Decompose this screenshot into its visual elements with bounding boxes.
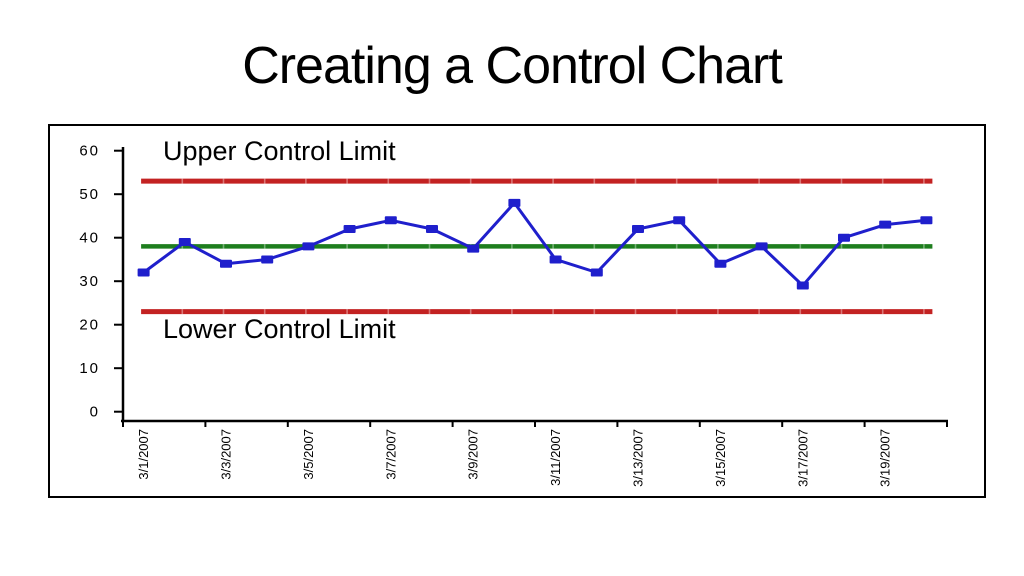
y-axis-tick-label: 20 — [79, 317, 100, 334]
data-point-marker — [755, 242, 768, 251]
data-point-marker — [549, 255, 562, 264]
control-chart-frame: 0 10 20 30 40 50 60 3/1/2007 3/3/2007 3/5/2007 3/7… — [48, 124, 986, 498]
data-point-marker — [838, 233, 850, 242]
data-point-marker — [343, 225, 356, 233]
data-point-marker — [220, 259, 232, 268]
slide-title: Creating a Control Chart — [242, 37, 783, 95]
y-axis-tick-label: 10 — [79, 360, 100, 377]
data-point-marker — [714, 259, 727, 268]
data-point-marker — [178, 238, 191, 247]
x-axis-date-label: 3/3/2007 — [219, 429, 234, 480]
lower-control-limit-label: Lower Control Limit — [163, 314, 396, 344]
data-point-marker — [879, 220, 892, 229]
data-point-marker — [302, 242, 315, 251]
x-axis-date-label: 3/13/2007 — [631, 429, 646, 487]
x-axis-date-label: 3/15/2007 — [713, 429, 728, 487]
x-axis-date-label: 3/19/2007 — [878, 429, 893, 487]
data-point-marker — [796, 281, 809, 290]
y-axis-tick-label: 60 — [79, 143, 100, 160]
data-point-marker — [137, 268, 150, 277]
y-axis-tick-label: 50 — [79, 186, 100, 203]
data-point-marker — [632, 225, 644, 233]
y-axis-tick-label: 0 — [90, 404, 100, 421]
x-axis-date-label: 3/1/2007 — [136, 429, 151, 480]
data-point-marker — [590, 268, 603, 277]
data-point-marker — [920, 216, 933, 225]
upper-control-limit-label: Upper Control Limit — [163, 136, 396, 166]
x-axis-date-label: 3/11/2007 — [548, 429, 563, 486]
data-point-marker — [673, 216, 686, 225]
x-axis-date-label: 3/5/2007 — [301, 429, 316, 480]
control-chart-plot: 0 10 20 30 40 50 60 3/1/2007 3/3/2007 3/5/2007 3/7… — [79, 143, 948, 487]
y-axis-tick-label: 40 — [79, 230, 100, 247]
x-axis-date-label: 3/7/2007 — [383, 429, 398, 480]
data-point-marker — [508, 198, 521, 207]
data-point-marker — [384, 216, 397, 225]
data-point-marker — [261, 255, 274, 264]
y-axis-tick-label: 30 — [79, 273, 100, 290]
data-point-marker — [426, 225, 438, 233]
x-axis-date-label: 3/9/2007 — [466, 429, 481, 480]
sample-series-line — [142, 201, 927, 288]
x-axis-date-label: 3/17/2007 — [795, 429, 810, 487]
data-point-marker — [467, 244, 480, 253]
